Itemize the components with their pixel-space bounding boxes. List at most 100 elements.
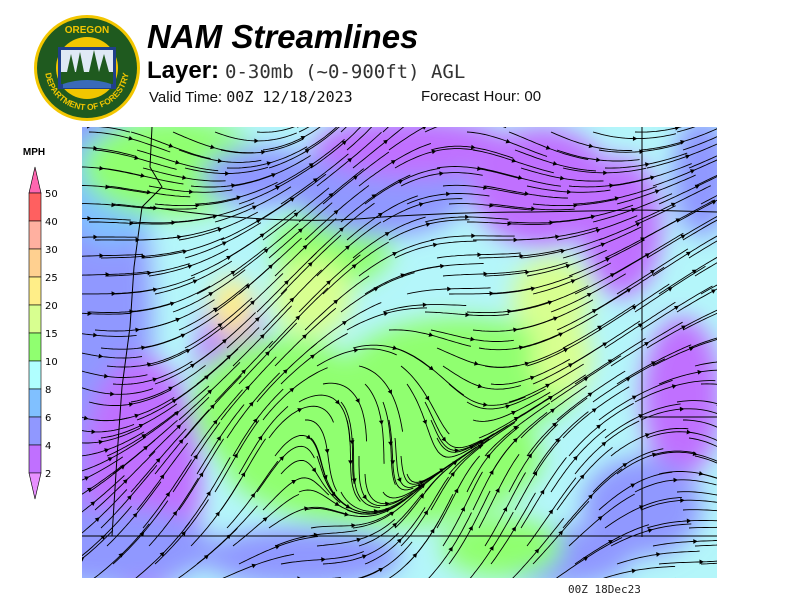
streamline-arrow <box>560 249 566 254</box>
streamline-arrow <box>597 516 603 521</box>
streamline-arrow <box>312 178 318 183</box>
streamline-arrow <box>373 287 379 292</box>
streamline-arrow <box>93 145 98 151</box>
legend-top-arrow <box>28 166 42 194</box>
streamline-arrow <box>552 161 558 166</box>
streamline-arrow <box>178 439 184 444</box>
streamline-arrow <box>308 163 314 168</box>
streamline-arrow <box>212 307 218 312</box>
streamline-arrow <box>293 212 299 218</box>
streamline-arrow <box>614 196 620 201</box>
streamline-arrow <box>152 377 158 383</box>
streamline-arrow <box>422 302 428 308</box>
streamline-arrow <box>264 351 270 356</box>
streamline-arrow <box>90 501 96 506</box>
oregon-department-of-forestry-logo: OREGON DEPARTMENT OF FORESTRY <box>34 15 140 121</box>
streamline-arrow <box>297 408 303 413</box>
streamline-arrow <box>530 286 536 292</box>
streamline-arrow <box>100 534 106 540</box>
streamline-arrow <box>155 457 161 463</box>
shade-blob <box>442 517 562 577</box>
streamline-arrow <box>353 348 359 353</box>
forecast-hour-label: Forecast Hour: <box>421 88 521 105</box>
streamline-arrow <box>241 369 246 375</box>
legend-bin <box>28 444 42 474</box>
streamline-arrow <box>236 195 242 201</box>
streamline-arrow <box>140 173 146 178</box>
streamline-arrow <box>527 453 532 459</box>
streamline-arrow <box>275 544 281 550</box>
streamline <box>658 560 717 565</box>
streamline-arrow <box>313 532 319 538</box>
streamline-arrow <box>396 538 402 544</box>
streamline-arrow <box>217 323 223 328</box>
shade-blob <box>512 257 592 337</box>
streamline-arrow <box>607 359 613 364</box>
streamline-arrow <box>679 406 685 412</box>
streamline-arrow <box>335 399 340 405</box>
streamline-arrow <box>532 470 538 476</box>
streamline-arrow <box>465 214 470 220</box>
streamline-arrow <box>596 157 601 163</box>
streamline-arrow <box>371 194 377 199</box>
streamline-arrow <box>147 270 152 276</box>
streamline-arrow <box>558 332 564 337</box>
streamline-arrow <box>134 413 140 419</box>
streamline-arrow <box>175 317 181 323</box>
streamline-arrow <box>644 162 650 167</box>
streamline-arrow <box>351 523 356 528</box>
streamline-arrow <box>563 348 569 353</box>
streamline-arrow <box>198 472 204 478</box>
streamline-arrow <box>465 312 470 318</box>
streamline-arrow <box>545 383 551 389</box>
streamline-arrow <box>483 271 488 277</box>
streamline-arrow <box>175 159 180 165</box>
streamline-arrow <box>389 511 395 517</box>
streamline <box>688 437 717 447</box>
streamline-arrow <box>650 175 655 181</box>
streamline-arrow <box>177 234 182 240</box>
streamline-arrow <box>549 220 554 225</box>
streamline-arrow <box>193 454 198 460</box>
streamline-arrow <box>341 320 347 326</box>
streamline-arrow <box>91 429 96 435</box>
streamline-arrow <box>295 315 301 321</box>
streamline-arrow <box>159 474 165 480</box>
streamline-arrow <box>122 479 128 484</box>
streamline <box>676 400 717 405</box>
streamline <box>676 491 717 496</box>
streamline-arrow <box>111 202 116 208</box>
streamline <box>700 383 717 385</box>
streamline-arrow <box>204 375 210 380</box>
legend-bin <box>28 416 42 446</box>
streamline-arrow <box>266 161 272 166</box>
streamline-arrow <box>118 552 124 558</box>
streamline-arrow <box>711 200 717 205</box>
streamline-arrow <box>630 483 636 488</box>
streamline-arrow <box>338 127 340 128</box>
streamline <box>694 361 717 367</box>
valid-time-label: Valid Time: <box>149 89 223 106</box>
streamline-arrow <box>257 435 263 441</box>
map-timestamp: 00Z 18Dec23 <box>568 583 641 596</box>
streamline-arrow <box>602 342 608 347</box>
streamline-arrow <box>548 509 553 515</box>
streamline-arrow <box>601 441 607 447</box>
streamline <box>694 544 717 547</box>
streamline-arrow <box>423 510 428 516</box>
streamline-arrow <box>209 404 215 410</box>
streamline-arrow <box>387 389 392 395</box>
streamline-arrow <box>226 255 232 261</box>
forecast-hour: Forecast Hour: 00 <box>421 88 541 105</box>
streamline-arrow <box>431 149 437 155</box>
streamline-arrow <box>419 493 425 499</box>
legend-bin <box>28 276 42 306</box>
streamline-arrow <box>647 528 653 533</box>
streamline-arrow <box>673 477 678 483</box>
streamline-arrow <box>171 220 176 225</box>
streamline-arrow <box>306 434 311 440</box>
streamline-arrow <box>289 387 295 393</box>
streamline-arrow <box>189 189 194 195</box>
streamline-arrow <box>180 333 186 338</box>
streamline-arrow <box>531 206 536 212</box>
